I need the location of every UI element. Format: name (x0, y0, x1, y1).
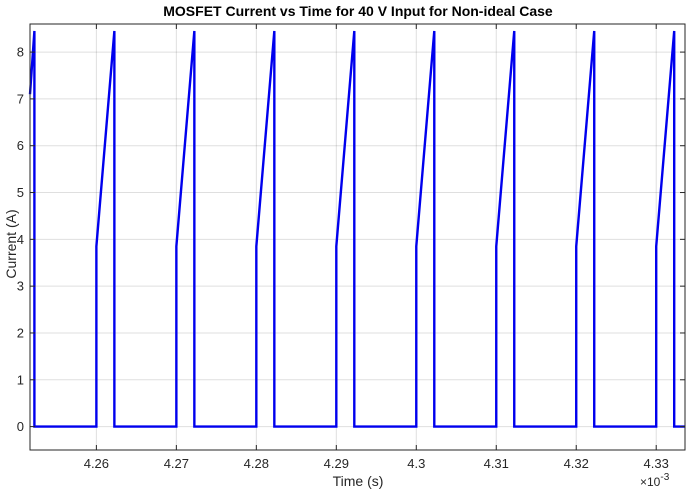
plot-area (30, 24, 685, 450)
y-tick-label: 5 (17, 185, 24, 200)
series-line (28, 30, 685, 428)
data-series (28, 30, 685, 428)
x-tick-label: 4.33 (644, 456, 669, 471)
x-tick-label: 4.32 (564, 456, 589, 471)
y-tick-label: 4 (17, 232, 24, 247)
ticks: 4.26 4.27 4.28 4.29 4.3 4.31 4.32 4.33 0 1 2 3 4 5 6 7 8 (17, 24, 685, 471)
x-tick-label: 4.26 (84, 456, 109, 471)
y-tick-label: 3 (17, 279, 24, 294)
axes-box (29, 23, 686, 451)
y-tick-label: 7 (17, 91, 24, 106)
y-tick-label: 8 (17, 45, 24, 60)
y-tick-label: 2 (17, 325, 24, 340)
x-axis-exponent: ×10-3 (640, 472, 670, 489)
chart-title: MOSFET Current vs Time for 40 V Input fo… (163, 3, 553, 19)
x-exponent-power: -3 (660, 472, 669, 483)
y-tick-label: 1 (17, 372, 24, 387)
x-tick-label: 4.29 (324, 456, 349, 471)
x-tick-label: 4.3 (407, 456, 425, 471)
y-tick-label: 0 (17, 419, 24, 434)
x-exponent-base: ×10 (640, 475, 661, 489)
y-tick-label: 6 (17, 138, 24, 153)
x-tick-label: 4.28 (244, 456, 269, 471)
y-axis-label: Current (A) (3, 209, 19, 278)
x-axis-label: Time (s) (333, 473, 384, 489)
x-tick-label: 4.27 (164, 456, 189, 471)
x-tick-label: 4.31 (484, 456, 509, 471)
